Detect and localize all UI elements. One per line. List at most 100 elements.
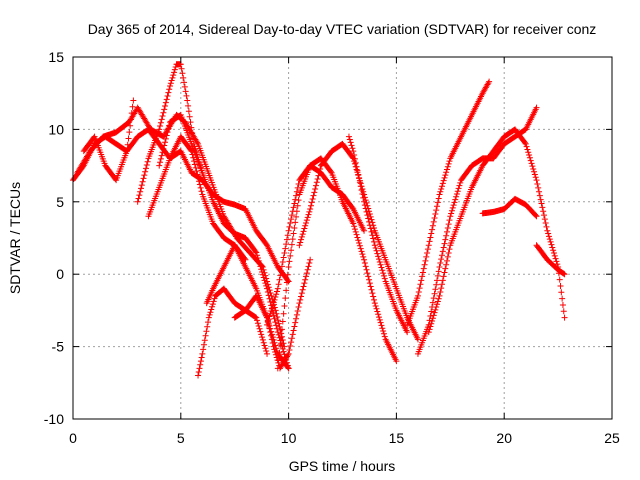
data-point	[273, 288, 280, 295]
data-point	[528, 160, 535, 167]
data-point	[259, 271, 266, 278]
data-point	[299, 286, 306, 293]
series-sat-track-3	[80, 97, 137, 184]
data-point	[379, 325, 386, 332]
data-point	[162, 103, 169, 110]
data-point	[560, 308, 567, 315]
data-point	[169, 74, 176, 81]
chart-title: Day 365 of 2014, Sidereal Day-to-day VTE…	[88, 21, 597, 37]
data-point	[317, 165, 324, 172]
data-point	[254, 320, 261, 327]
data-point	[303, 273, 310, 280]
data-point	[372, 245, 379, 252]
data-point	[430, 312, 437, 319]
data-point	[195, 368, 202, 375]
data-point	[374, 250, 381, 257]
data-point	[284, 271, 291, 278]
data-point	[523, 143, 530, 150]
data-point	[541, 212, 548, 219]
data-point	[289, 236, 296, 243]
data-point	[426, 326, 433, 333]
data-point	[447, 213, 454, 220]
data-point	[551, 252, 558, 259]
data-point	[532, 212, 539, 219]
data-point	[185, 102, 192, 109]
data-point	[428, 320, 435, 327]
data-point	[349, 145, 356, 152]
series-sat-track-6	[145, 133, 249, 263]
data-point	[448, 207, 455, 214]
data-point	[188, 124, 195, 131]
data-point	[297, 296, 304, 303]
data-point	[529, 163, 536, 170]
data-point	[454, 188, 461, 195]
data-point	[292, 196, 299, 203]
data-point	[443, 169, 450, 176]
data-point	[253, 314, 260, 321]
data-point	[294, 184, 301, 191]
data-point	[286, 258, 293, 265]
data-point	[426, 238, 433, 245]
data-point	[366, 280, 373, 287]
data-point	[424, 250, 431, 257]
data-point	[200, 341, 207, 348]
data-point	[211, 295, 218, 302]
data-point	[439, 248, 446, 255]
data-point	[167, 80, 174, 87]
data-point	[188, 148, 195, 155]
data-point	[161, 106, 168, 113]
data-point	[347, 139, 354, 146]
data-point	[256, 325, 263, 332]
data-point	[142, 165, 149, 172]
data-point	[265, 316, 272, 323]
data-point	[556, 276, 563, 283]
data-point	[353, 231, 360, 238]
data-point	[315, 172, 322, 179]
data-point	[184, 97, 191, 104]
data-point	[278, 267, 285, 274]
series-sat-track-18	[533, 242, 568, 278]
data-point	[526, 154, 533, 161]
data-point	[439, 277, 446, 284]
data-point	[129, 103, 136, 110]
data-point	[449, 204, 456, 211]
data-point	[210, 298, 217, 305]
data-point	[283, 287, 290, 294]
data-point	[197, 361, 204, 368]
data-point	[256, 260, 263, 267]
data-point	[355, 237, 362, 244]
data-point	[433, 281, 440, 288]
data-point	[273, 322, 280, 329]
data-point	[303, 270, 310, 277]
data-point	[197, 184, 204, 191]
data-point	[287, 252, 294, 259]
data-point	[440, 244, 447, 251]
data-point	[293, 213, 300, 220]
data-point	[393, 358, 400, 365]
data-point	[543, 223, 550, 230]
data-point	[350, 148, 357, 155]
data-point	[548, 241, 555, 248]
data-point	[351, 155, 358, 162]
data-point	[522, 140, 529, 147]
data-point	[434, 277, 441, 284]
data-point	[552, 255, 559, 262]
data-point	[365, 215, 372, 222]
data-point	[262, 345, 269, 352]
data-point	[296, 242, 303, 249]
data-point	[181, 79, 188, 86]
data-point	[163, 132, 170, 139]
data-point	[196, 365, 203, 372]
data-point	[374, 308, 381, 315]
data-point	[265, 292, 272, 299]
data-point	[258, 266, 265, 273]
data-point	[521, 139, 528, 146]
data-point	[271, 296, 278, 303]
data-point	[419, 273, 426, 280]
data-point	[418, 277, 425, 284]
data-point	[429, 315, 436, 322]
data-point	[448, 210, 455, 217]
data-point	[306, 260, 313, 267]
data-point	[300, 283, 307, 290]
data-point	[181, 83, 188, 90]
